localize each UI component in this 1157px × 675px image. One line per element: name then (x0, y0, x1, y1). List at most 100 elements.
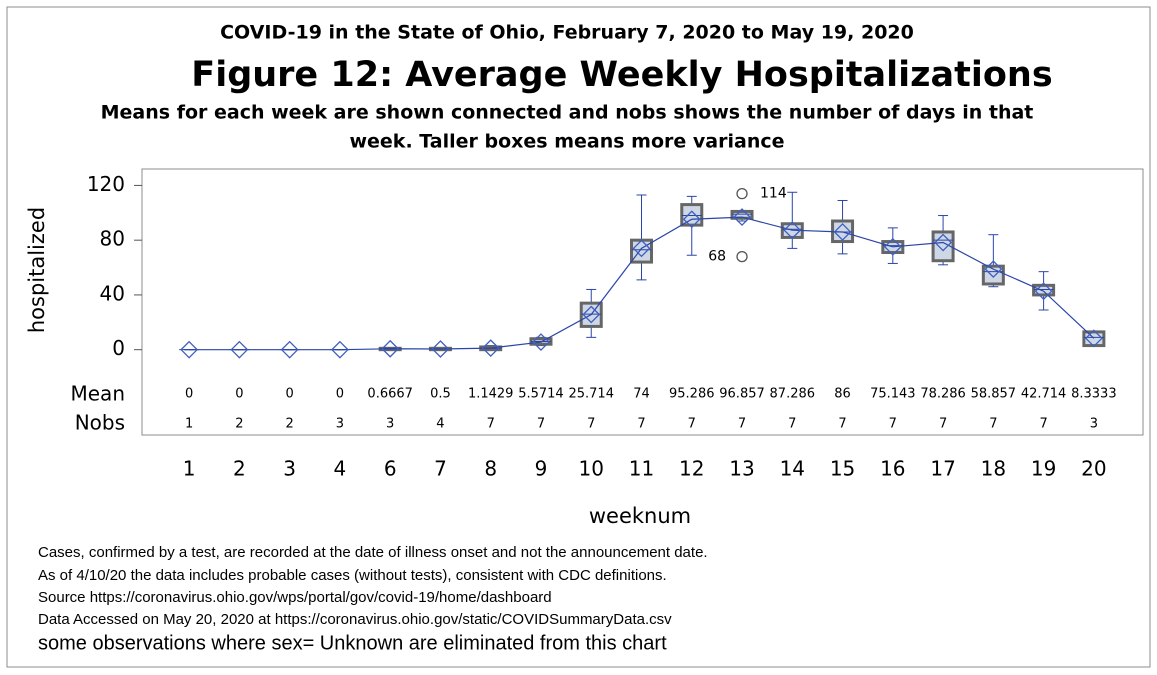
mean-marker (180, 340, 199, 359)
mean-label: 25.714 (568, 387, 614, 402)
mean-marker (783, 221, 802, 240)
nobs-label: 7 (487, 417, 495, 432)
mean-marker (984, 260, 1003, 279)
mean-marker (532, 333, 550, 351)
x-tick-label: 16 (880, 457, 905, 481)
mean-label: 75.143 (870, 387, 916, 402)
x-tick-label: 15 (830, 457, 855, 481)
mean-label: 5.5714 (518, 387, 564, 402)
outer-frame (6, 6, 1151, 668)
x-tick-label: 19 (1031, 457, 1056, 481)
x-tick-label: 4 (334, 457, 347, 481)
y-axis-label: hospitalized (25, 207, 49, 333)
nobs-label: 7 (889, 417, 897, 432)
mean-label: 0 (286, 387, 294, 402)
mean-marker (331, 340, 349, 359)
nobs-label: 7 (537, 417, 545, 432)
subtitle: week. Taller boxes means more variance (349, 131, 784, 153)
mean-label: 0 (336, 387, 344, 402)
mean-marker (1084, 329, 1103, 348)
mean-label: 86 (834, 387, 851, 402)
y-tick-label: 120 (87, 172, 125, 196)
mean-marker (733, 208, 751, 227)
y-tick-label: 80 (100, 227, 125, 251)
subtitle: Means for each week are shown connected … (101, 102, 1034, 124)
mean-marker (481, 339, 500, 358)
outlier (736, 250, 748, 263)
nobs-label: 2 (286, 417, 294, 432)
nobs-label: 2 (235, 417, 243, 432)
mean-marker (682, 210, 701, 229)
mean-label: 0.6667 (367, 387, 413, 402)
x-tick-label: 12 (679, 457, 704, 481)
mean-marker (582, 305, 601, 324)
nobs-label: 3 (336, 417, 344, 432)
mean-marker (1034, 282, 1053, 301)
outlier-label: 114 (760, 186, 787, 202)
nobs-label: 4 (436, 417, 444, 432)
y-tick-label: 0 (112, 336, 125, 360)
mean-label: 0.5 (430, 387, 451, 402)
mean-marker (381, 339, 400, 358)
x-tick-label: 8 (484, 457, 497, 481)
outlier-label: 68 (708, 249, 726, 265)
nobs-label: 3 (386, 417, 394, 432)
mean-label: 0 (235, 387, 243, 402)
y-tick-label: 40 (100, 281, 125, 305)
nobs-label: 7 (1039, 417, 1047, 432)
table-label: Mean (71, 382, 126, 406)
box (630, 238, 653, 264)
mean-label: 95.286 (669, 387, 715, 402)
nobs-label: 7 (989, 417, 997, 432)
footnote: Cases, confirmed by a test, are recorded… (38, 544, 708, 561)
mean-label: 58.857 (971, 387, 1017, 402)
chart-title: Figure 12: Average Weekly Hospitalizatio… (191, 55, 1052, 95)
box (730, 209, 754, 220)
x-tick-label: 2 (233, 457, 246, 481)
box (981, 264, 1005, 286)
nobs-label: 7 (788, 417, 796, 432)
x-tick-label: 18 (981, 457, 1006, 481)
x-tick-label: 9 (535, 457, 548, 481)
x-tick-label: 3 (283, 457, 296, 481)
table-label: Nobs (75, 411, 125, 435)
mean-label: 96.857 (719, 387, 765, 402)
mean-marker (280, 340, 299, 359)
footnote: some observations where sex= Unknown are… (38, 632, 667, 654)
mean-line (189, 216, 1095, 351)
x-tick-label: 10 (579, 457, 604, 481)
nobs-label: 7 (688, 417, 696, 432)
mean-label: 8.3333 (1071, 387, 1117, 402)
nobs-label: 7 (838, 417, 846, 432)
supertitle: COVID-19 in the State of Ohio, February … (220, 22, 914, 44)
box (1032, 283, 1056, 297)
mean-label: 74 (633, 387, 650, 402)
mean-label: 42.714 (1021, 387, 1067, 402)
mean-marker (883, 237, 902, 256)
footnote: As of 4/10/20 the data includes probable… (38, 567, 667, 584)
nobs-label: 1 (185, 417, 193, 432)
plot-frame (141, 168, 1144, 436)
box (680, 203, 704, 227)
x-tick-label: 7 (434, 457, 447, 481)
mean-label: 0 (185, 387, 193, 402)
x-tick-label: 13 (729, 457, 754, 481)
nobs-label: 7 (939, 417, 947, 432)
mean-label: 87.286 (770, 387, 816, 402)
mean-label: 78.286 (920, 387, 966, 402)
x-tick-label: 20 (1081, 457, 1106, 481)
mean-marker (934, 233, 952, 252)
x-tick-label: 17 (930, 457, 955, 481)
mean-marker (632, 239, 651, 258)
footnote: Source https://coronavirus.ohio.gov/wps/… (38, 589, 552, 606)
mean-marker (230, 340, 249, 359)
x-tick-label: 6 (384, 457, 397, 481)
nobs-label: 7 (587, 417, 595, 432)
nobs-label: 7 (738, 417, 746, 432)
x-tick-label: 1 (183, 457, 196, 481)
mean-label: 1.1429 (468, 387, 514, 402)
x-tick-label: 14 (780, 457, 805, 481)
nobs-label: 3 (1090, 417, 1098, 432)
